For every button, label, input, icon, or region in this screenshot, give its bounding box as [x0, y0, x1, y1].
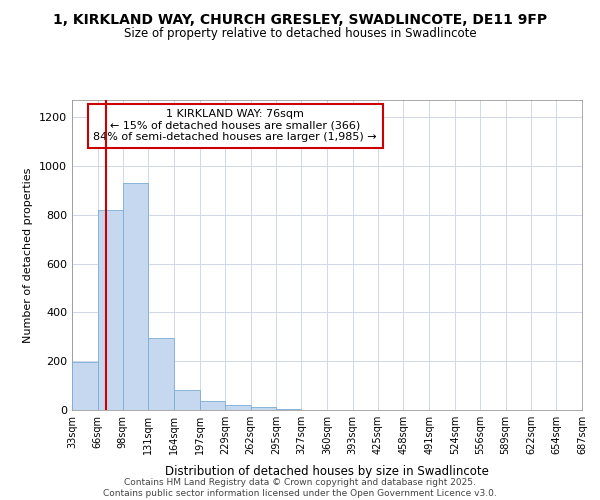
- Text: Contains HM Land Registry data © Crown copyright and database right 2025.
Contai: Contains HM Land Registry data © Crown c…: [103, 478, 497, 498]
- Bar: [148, 338, 174, 410]
- X-axis label: Distribution of detached houses by size in Swadlincote: Distribution of detached houses by size …: [165, 466, 489, 478]
- Bar: [225, 405, 251, 410]
- Text: 1, KIRKLAND WAY, CHURCH GRESLEY, SWADLINCOTE, DE11 9FP: 1, KIRKLAND WAY, CHURCH GRESLEY, SWADLIN…: [53, 12, 547, 26]
- Bar: [200, 400, 225, 410]
- Text: 1 KIRKLAND WAY: 76sqm
← 15% of detached houses are smaller (366)
84% of semi-det: 1 KIRKLAND WAY: 76sqm ← 15% of detached …: [94, 110, 377, 142]
- Bar: [251, 407, 277, 410]
- Bar: [122, 183, 148, 410]
- Bar: [277, 409, 301, 410]
- Text: Size of property relative to detached houses in Swadlincote: Size of property relative to detached ho…: [124, 28, 476, 40]
- Bar: [174, 390, 200, 410]
- Y-axis label: Number of detached properties: Number of detached properties: [23, 168, 34, 342]
- Bar: [72, 362, 98, 410]
- Bar: [98, 210, 122, 410]
